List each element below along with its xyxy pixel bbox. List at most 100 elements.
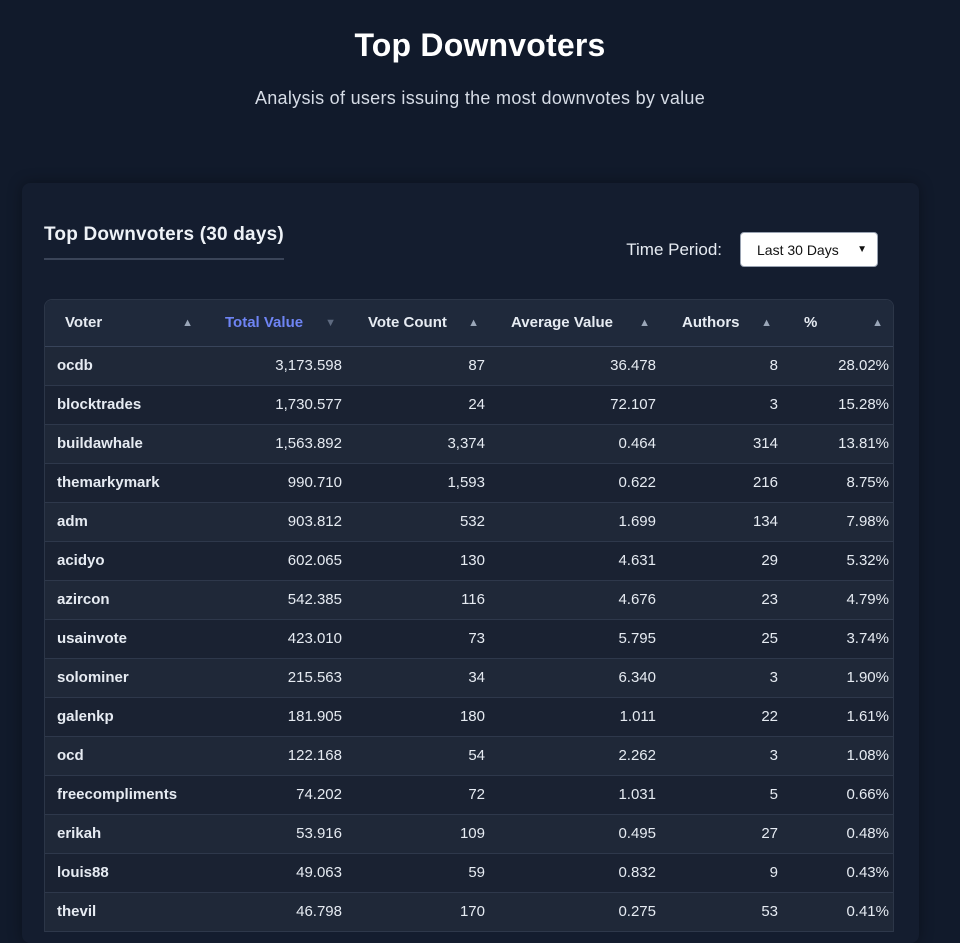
column-header-percent[interactable]: % ▲ bbox=[784, 300, 893, 347]
cell-voter[interactable]: acidyo bbox=[45, 541, 205, 581]
column-header-inner: Vote Count ▲ bbox=[368, 314, 479, 331]
table-row[interactable]: galenkp 181.905 180 1.011 22 1.61% bbox=[45, 697, 893, 737]
cell-average-value: 6.340 bbox=[491, 658, 662, 698]
table-row[interactable]: adm 903.812 532 1.699 134 7.98% bbox=[45, 502, 893, 542]
cell-total-value: 990.710 bbox=[205, 463, 348, 503]
time-period-select[interactable]: Last 30 Days ▼ bbox=[740, 232, 878, 267]
cell-average-value: 0.464 bbox=[491, 424, 662, 464]
sort-asc-icon[interactable]: ▲ bbox=[761, 316, 772, 329]
table-row[interactable]: usainvote 423.010 73 5.795 25 3.74% bbox=[45, 619, 893, 659]
cell-voter[interactable]: themarkymark bbox=[45, 463, 205, 503]
cell-vote-count: 130 bbox=[348, 541, 491, 581]
cell-voter[interactable]: galenkp bbox=[45, 697, 205, 737]
cell-authors: 314 bbox=[662, 424, 784, 464]
cell-total-value: 3,173.598 bbox=[205, 346, 348, 386]
column-header-inner: Total Value ▼ bbox=[225, 314, 336, 331]
column-header-label: Total Value bbox=[225, 314, 304, 332]
table-row[interactable]: acidyo 602.065 130 4.631 29 5.32% bbox=[45, 541, 893, 581]
sort-desc-icon[interactable]: ▼ bbox=[325, 316, 336, 329]
cell-vote-count: 170 bbox=[348, 892, 491, 932]
cell-voter[interactable]: thevil bbox=[45, 892, 205, 932]
table-row[interactable]: ocd 122.168 54 2.262 3 1.08% bbox=[45, 736, 893, 776]
column-header-vote-count[interactable]: Vote Count ▲ bbox=[348, 300, 491, 347]
page-header: Top Downvoters Analysis of users issuing… bbox=[0, 0, 960, 109]
cell-total-value: 181.905 bbox=[205, 697, 348, 737]
time-period-selected-value: Last 30 Days bbox=[757, 241, 839, 258]
cell-voter[interactable]: solominer bbox=[45, 658, 205, 698]
cell-percent: 7.98% bbox=[784, 502, 893, 542]
cell-voter[interactable]: azircon bbox=[45, 580, 205, 620]
cell-voter[interactable]: buildawhale bbox=[45, 424, 205, 464]
cell-total-value: 1,563.892 bbox=[205, 424, 348, 464]
cell-vote-count: 3,374 bbox=[348, 424, 491, 464]
cell-voter[interactable]: louis88 bbox=[45, 853, 205, 893]
cell-voter[interactable]: freecompliments bbox=[45, 775, 205, 815]
cell-average-value: 4.631 bbox=[491, 541, 662, 581]
cell-average-value: 1.699 bbox=[491, 502, 662, 542]
table-row[interactable]: freecompliments 74.202 72 1.031 5 0.66% bbox=[45, 775, 893, 815]
table-row[interactable]: azircon 542.385 116 4.676 23 4.79% bbox=[45, 580, 893, 620]
cell-average-value: 4.676 bbox=[491, 580, 662, 620]
sort-asc-icon[interactable]: ▲ bbox=[639, 316, 650, 329]
cell-vote-count: 87 bbox=[348, 346, 491, 386]
cell-authors: 23 bbox=[662, 580, 784, 620]
column-header-voter[interactable]: Voter ▲ bbox=[45, 300, 205, 347]
cell-vote-count: 532 bbox=[348, 502, 491, 542]
cell-percent: 4.79% bbox=[784, 580, 893, 620]
cell-total-value: 215.563 bbox=[205, 658, 348, 698]
column-header-label: Voter bbox=[65, 314, 103, 332]
cell-average-value: 0.275 bbox=[491, 892, 662, 932]
cell-average-value: 5.795 bbox=[491, 619, 662, 659]
cell-voter[interactable]: ocdb bbox=[45, 346, 205, 386]
cell-authors: 8 bbox=[662, 346, 784, 386]
cell-authors: 53 bbox=[662, 892, 784, 932]
cell-voter[interactable]: ocd bbox=[45, 736, 205, 776]
table-row[interactable]: blocktrades 1,730.577 24 72.107 3 15.28% bbox=[45, 385, 893, 425]
downvoters-card: Top Downvoters (30 days) Time Period: La… bbox=[22, 183, 919, 943]
cell-vote-count: 180 bbox=[348, 697, 491, 737]
page-subtitle: Analysis of users issuing the most downv… bbox=[254, 88, 706, 108]
time-period-control: Time Period: Last 30 Days ▼ bbox=[626, 232, 878, 267]
cell-average-value: 72.107 bbox=[491, 385, 662, 425]
column-header-authors[interactable]: Authors ▲ bbox=[662, 300, 784, 347]
table-row[interactable]: louis88 49.063 59 0.832 9 0.43% bbox=[45, 853, 893, 893]
table-row[interactable]: erikah 53.916 109 0.495 27 0.48% bbox=[45, 814, 893, 854]
cell-total-value: 49.063 bbox=[205, 853, 348, 893]
cell-average-value: 1.011 bbox=[491, 697, 662, 737]
column-header-average-value[interactable]: Average Value ▲ bbox=[491, 300, 662, 347]
cell-total-value: 542.385 bbox=[205, 580, 348, 620]
cell-percent: 1.61% bbox=[784, 697, 893, 737]
cell-average-value: 0.495 bbox=[491, 814, 662, 854]
cell-voter[interactable]: erikah bbox=[45, 814, 205, 854]
cell-voter[interactable]: adm bbox=[45, 502, 205, 542]
table-row[interactable]: solominer 215.563 34 6.340 3 1.90% bbox=[45, 658, 893, 698]
cell-total-value: 602.065 bbox=[205, 541, 348, 581]
column-header-label: Vote Count bbox=[368, 314, 447, 332]
cell-authors: 29 bbox=[662, 541, 784, 581]
cell-vote-count: 24 bbox=[348, 385, 491, 425]
table-row[interactable]: thevil 46.798 170 0.275 53 0.41% bbox=[45, 892, 893, 932]
cell-vote-count: 73 bbox=[348, 619, 491, 659]
cell-total-value: 423.010 bbox=[205, 619, 348, 659]
page-title: Top Downvoters bbox=[354, 27, 606, 63]
cell-average-value: 0.622 bbox=[491, 463, 662, 503]
table-row[interactable]: themarkymark 990.710 1,593 0.622 216 8.75% bbox=[45, 463, 893, 503]
cell-total-value: 1,730.577 bbox=[205, 385, 348, 425]
cell-percent: 0.66% bbox=[784, 775, 893, 815]
column-header-total-value[interactable]: Total Value ▼ bbox=[205, 300, 348, 347]
cell-authors: 3 bbox=[662, 385, 784, 425]
cell-authors: 5 bbox=[662, 775, 784, 815]
cell-voter[interactable]: blocktrades bbox=[45, 385, 205, 425]
cell-total-value: 46.798 bbox=[205, 892, 348, 932]
sort-asc-icon[interactable]: ▲ bbox=[182, 316, 193, 329]
sort-asc-icon[interactable]: ▲ bbox=[872, 316, 883, 329]
table-row[interactable]: ocdb 3,173.598 87 36.478 8 28.02% bbox=[45, 346, 893, 386]
time-period-label: Time Period: bbox=[626, 239, 722, 259]
cell-vote-count: 54 bbox=[348, 736, 491, 776]
cell-voter[interactable]: usainvote bbox=[45, 619, 205, 659]
sort-asc-icon[interactable]: ▲ bbox=[468, 316, 479, 329]
cell-authors: 3 bbox=[662, 736, 784, 776]
cell-total-value: 74.202 bbox=[205, 775, 348, 815]
cell-percent: 5.32% bbox=[784, 541, 893, 581]
table-row[interactable]: buildawhale 1,563.892 3,374 0.464 314 13.81% bbox=[45, 424, 893, 464]
